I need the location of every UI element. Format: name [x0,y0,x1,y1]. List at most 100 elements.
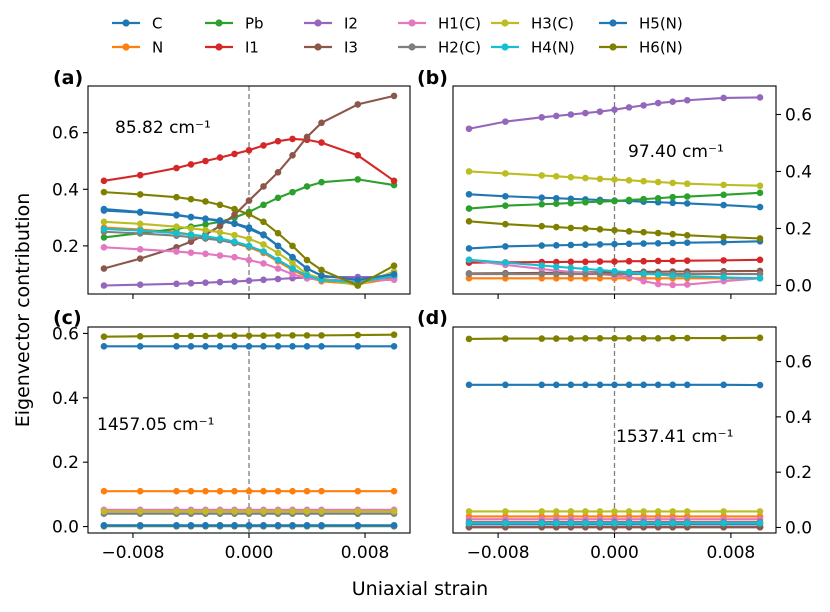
data-point [136,343,144,350]
legend-label: C [152,15,162,33]
data-point [216,252,224,259]
data-point [683,239,691,247]
data-point [582,174,589,182]
panel-label: (c) [53,307,82,329]
x-tick-label: 0.008 [707,543,756,563]
data-point [625,381,633,389]
data-point [683,281,691,288]
data-point [245,146,253,154]
data-point [100,244,108,251]
legend-entry-h5-n: H5(N) [599,15,683,33]
legend-entry-h1-c: H1(C) [398,15,481,33]
data-point [596,508,604,515]
data-point [231,231,238,239]
legend-entry-h4-n: H4(N) [491,39,575,57]
data-point [100,234,108,241]
data-point [611,335,618,342]
data-point [173,521,180,529]
data-point [465,520,473,527]
data-point [553,508,560,515]
data-point [318,119,325,127]
data-point [582,225,589,232]
data-point [625,240,633,248]
data-point [173,280,180,288]
data-point [173,248,180,255]
data-point [136,245,144,253]
data-point [318,332,325,339]
data-point [669,334,676,342]
data-point [582,508,589,515]
data-point [654,229,662,237]
data-point [303,256,311,264]
data-point [216,508,224,515]
legend-entry-pb: Pb [205,15,264,33]
data-point [567,270,575,278]
data-point [187,279,195,287]
data-point [202,198,209,205]
data-point [538,270,546,278]
y-tick-label: 0.2 [52,237,79,257]
data-point [553,200,560,207]
series-h3-c [465,168,764,190]
data-point [669,272,676,280]
data-point [756,94,764,101]
data-point [720,201,727,209]
data-point [567,111,575,118]
data-point [538,242,546,249]
data-point [260,332,267,339]
data-point [303,487,311,495]
data-point [289,487,296,495]
data-point [640,257,647,265]
series-h5-n [465,237,764,252]
data-point [289,270,296,278]
data-point [173,164,180,172]
series-h5-n [465,381,764,389]
data-point [274,487,282,495]
legend-marker [122,43,130,51]
data-point [216,521,224,529]
data-point [245,343,253,350]
legend-label: H5(N) [639,15,683,33]
data-point [231,253,238,261]
data-point [669,520,676,527]
data-point [274,275,282,283]
data-point [354,282,362,289]
data-point [390,487,398,495]
data-point [654,335,662,342]
data-point [260,218,267,226]
y-tick-label: 0.6 [785,353,812,373]
data-point [231,150,238,158]
data-point [553,270,560,278]
data-point [136,333,144,340]
legend-entry-h3-c: H3(C) [491,15,574,33]
data-point [202,232,209,240]
data-point [274,194,282,202]
data-point [553,223,560,231]
data-point [538,508,546,515]
data-point [187,521,195,529]
data-point [654,520,662,527]
data-point [756,520,764,527]
data-point [720,520,727,527]
data-point [720,191,727,199]
data-point [553,112,560,120]
data-point [100,282,108,289]
data-point [683,232,691,239]
data-point [596,381,604,389]
data-point [596,520,604,527]
legend-marker [215,43,223,51]
data-point [173,223,180,230]
data-point [625,269,633,276]
data-point [720,508,727,515]
legend-marker [609,43,617,51]
data-point [231,205,238,213]
data-point [582,381,589,389]
y-tick-label: 0.0 [52,518,79,538]
data-point [318,487,325,495]
data-point [553,381,560,389]
data-point [173,229,180,237]
x-tick-label: 0.000 [225,543,274,563]
data-point [390,343,398,350]
data-point [136,227,144,234]
data-point [136,255,144,262]
